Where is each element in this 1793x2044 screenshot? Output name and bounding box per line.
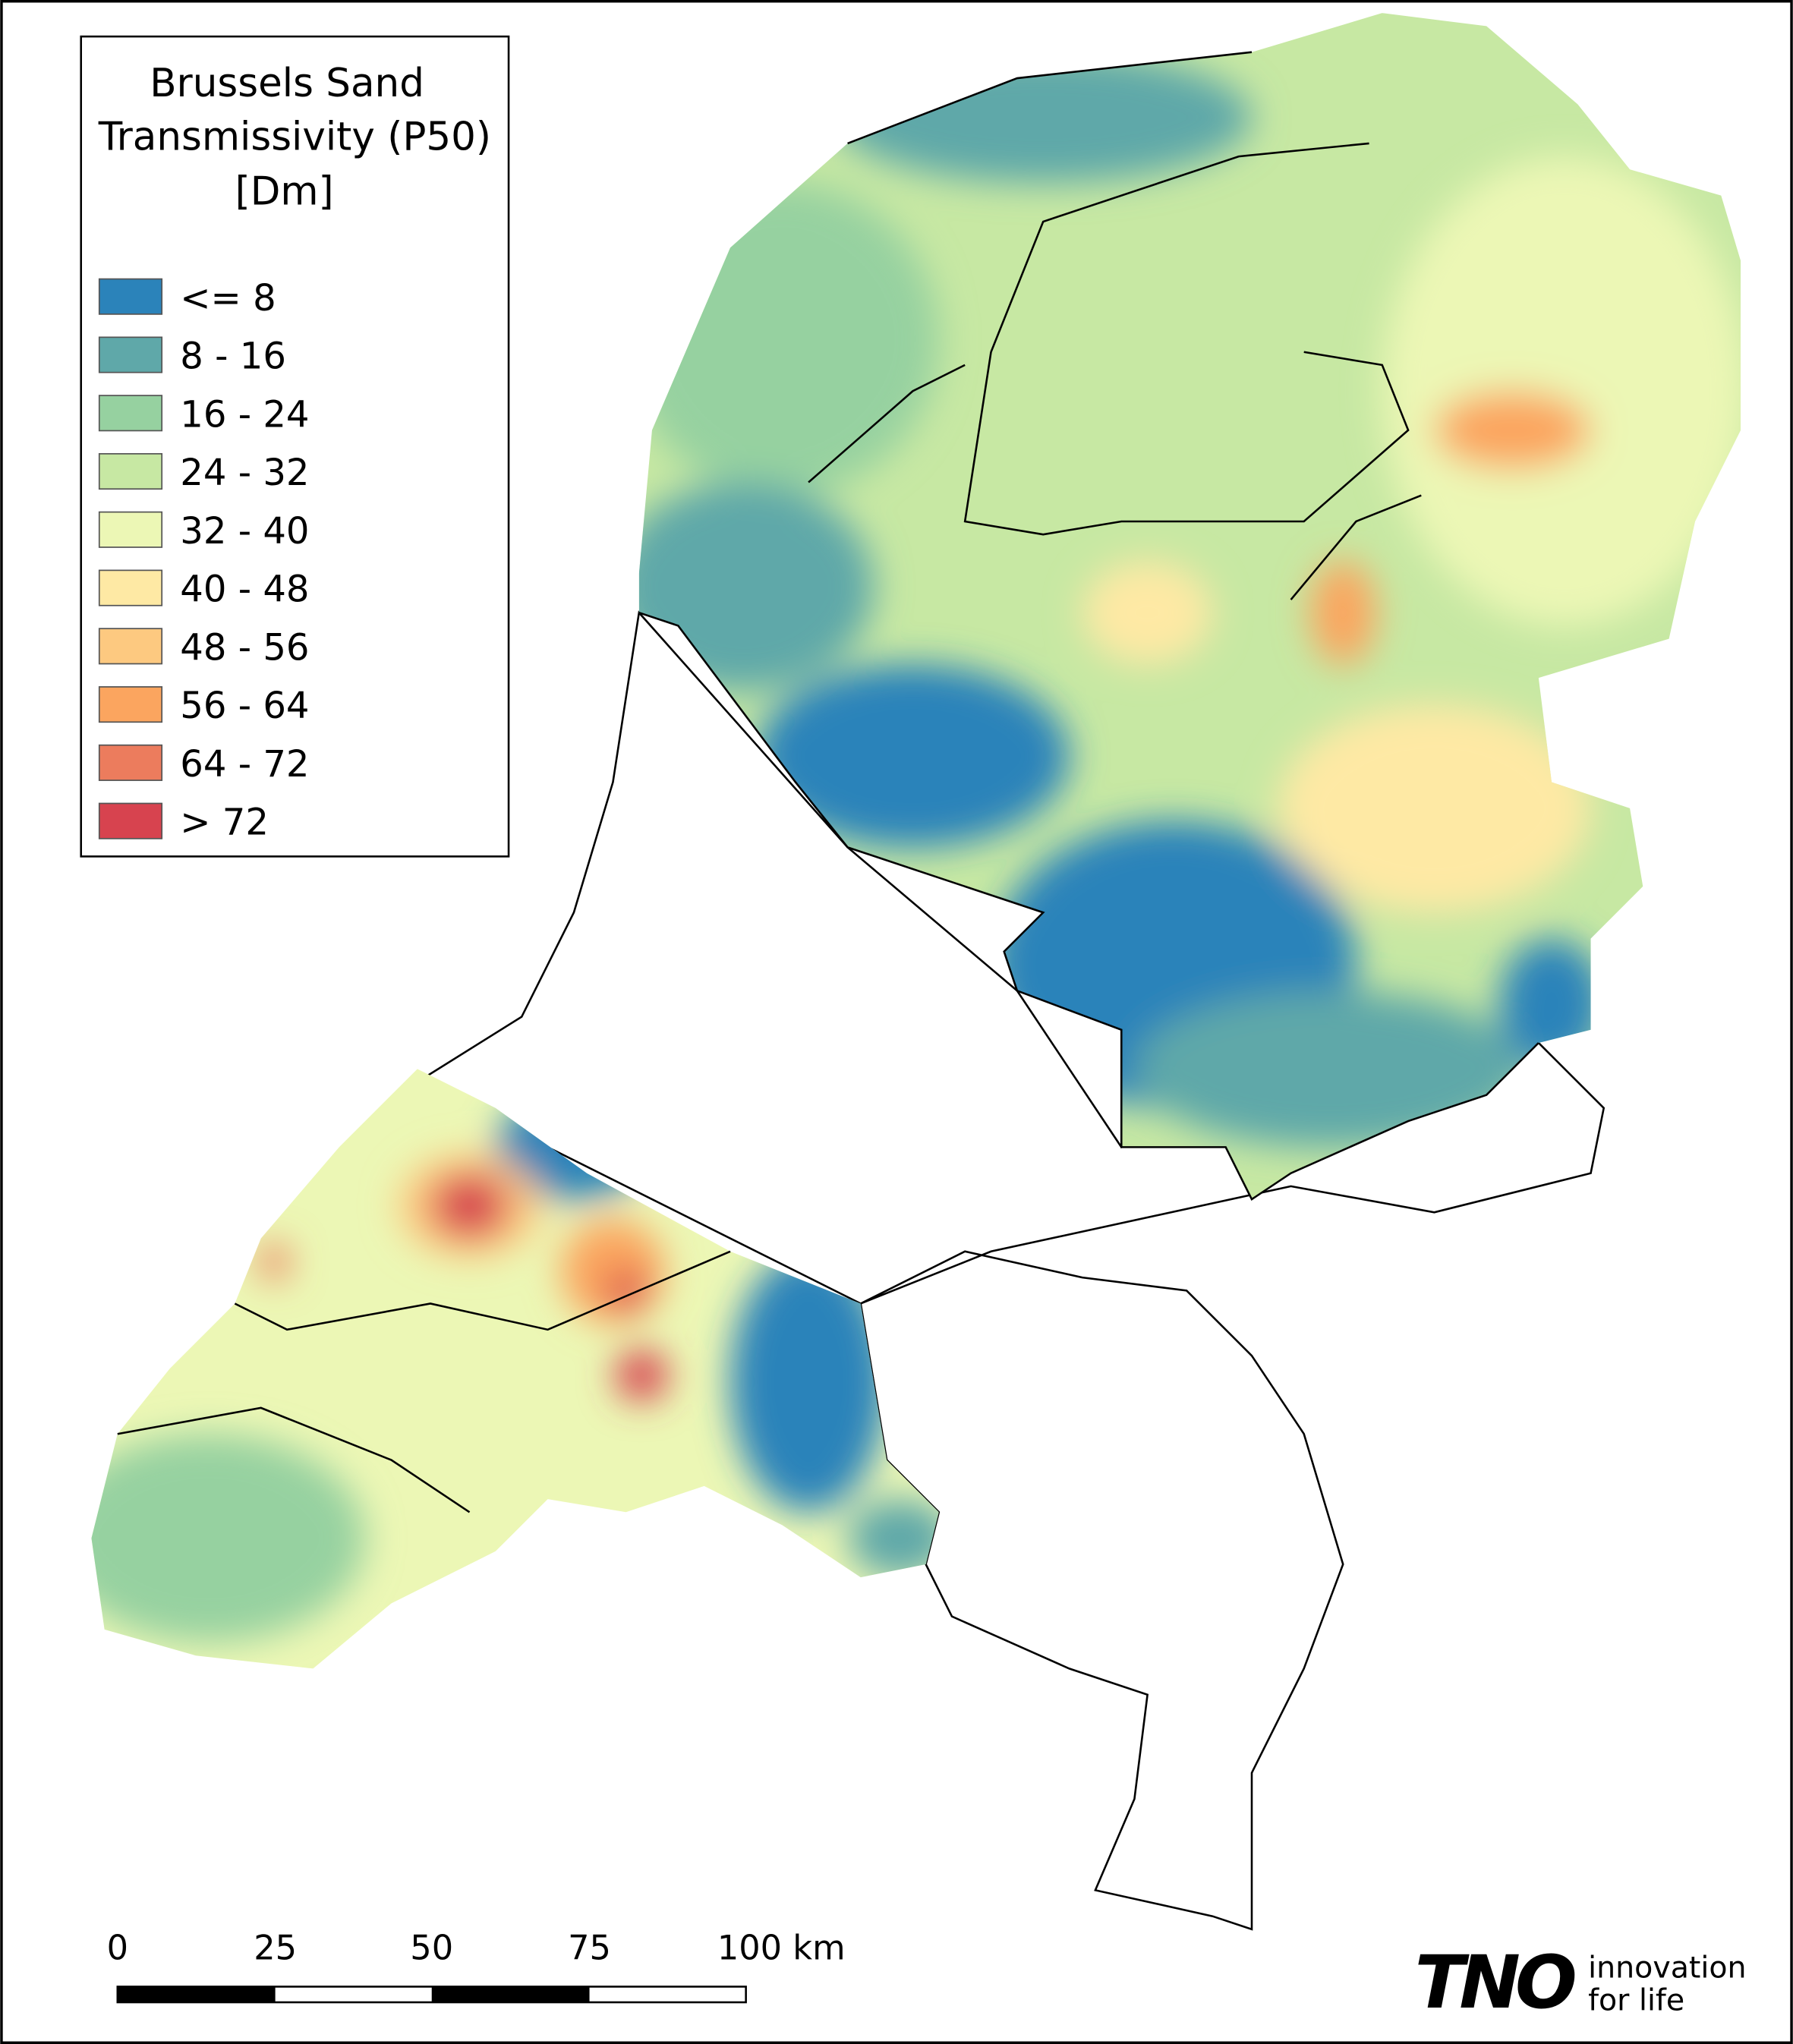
legend-swatch (98, 744, 163, 781)
legend-label: 16 - 24 (180, 393, 309, 436)
legend-swatch (98, 452, 163, 490)
legend-label: 32 - 40 (180, 510, 309, 553)
scale-bar-segment (431, 1986, 590, 2003)
legend-items: <= 8 8 - 16 16 - 24 24 - 32 32 - 40 40 - 48 48… (98, 277, 310, 844)
ne-raster (638, 13, 1741, 1200)
land-outline (415, 610, 1606, 1931)
legend-label: 48 - 56 (180, 626, 309, 669)
legend-label: 64 - 72 (180, 743, 309, 786)
logo-tagline: innovation (1588, 1950, 1746, 1985)
legend-swatch (98, 336, 163, 373)
scale-label: 0 (107, 1928, 128, 1967)
legend-swatch (98, 802, 163, 839)
legend-label: > 72 (180, 802, 269, 844)
scale-bar: 0 25 50 75 100 km (107, 1928, 846, 2004)
legend-swatch (98, 569, 163, 606)
legend-title: [Dm] (235, 169, 334, 215)
legend-label: 24 - 32 (180, 452, 309, 494)
legend-swatch (98, 511, 163, 548)
legend-label: <= 8 (180, 277, 276, 320)
scale-label: 25 (254, 1928, 297, 1967)
scale-label: 50 (410, 1928, 453, 1967)
legend-title: Brussels Sand (150, 61, 424, 106)
province-borders (117, 51, 1539, 1513)
legend: Brussels Sand Transmissivity (P50) [Dm] … (80, 35, 510, 858)
logo-mark: TNO (1415, 1940, 1575, 2025)
scale-bar-segment (117, 1986, 276, 2003)
legend-swatch (98, 395, 163, 432)
legend-box (80, 35, 510, 858)
legend-title: Transmissivity (P50) (98, 115, 491, 160)
logo: TNO innovation for life (1415, 1940, 1747, 2025)
legend-label: 40 - 48 (180, 568, 309, 611)
legend-label: 56 - 64 (180, 685, 309, 727)
scale-label: 100 km (717, 1928, 846, 1967)
legend-label: 8 - 16 (180, 335, 286, 378)
legend-swatch (98, 628, 163, 665)
logo-tagline: for life (1588, 1983, 1684, 2017)
scale-label: 75 (568, 1928, 611, 1967)
legend-swatch (98, 686, 163, 723)
legend-swatch (98, 278, 163, 315)
